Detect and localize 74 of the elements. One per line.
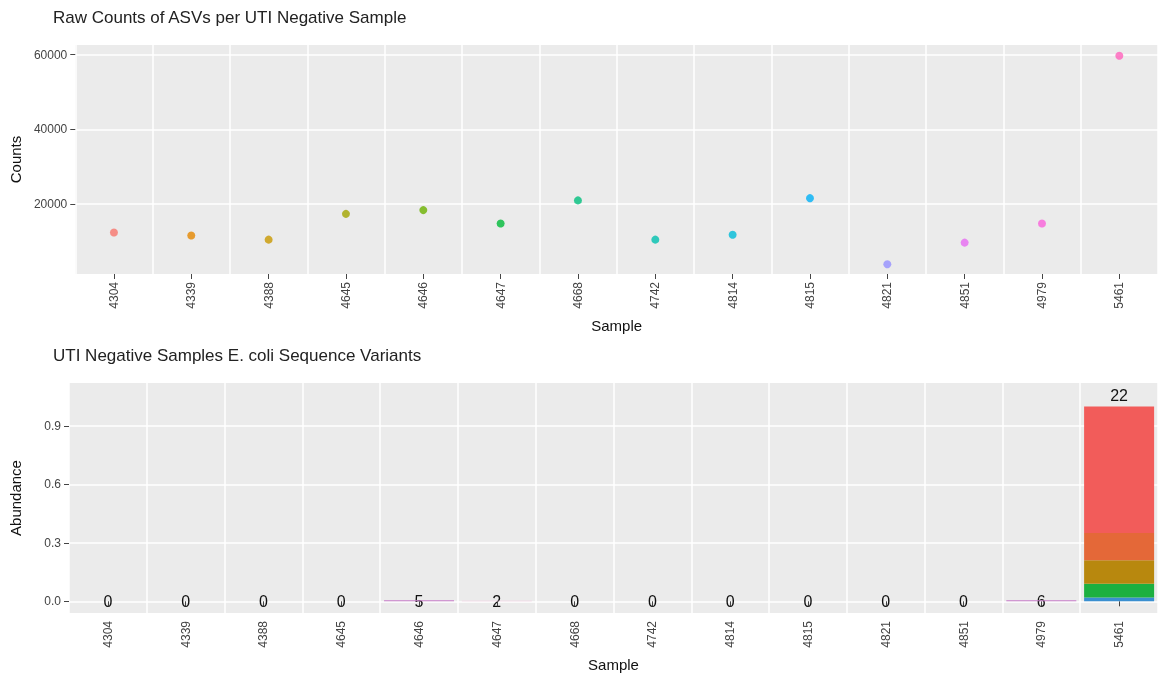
x-tick-label: 4339 — [178, 620, 193, 648]
y-axis-title: Counts — [7, 135, 24, 184]
x-axis-title: Sample — [588, 656, 639, 673]
x-tick-label: 4821 — [878, 620, 893, 648]
annotation: 0 — [336, 592, 346, 610]
x-tick-label: 4851 — [956, 620, 971, 648]
annotation: 2 — [492, 592, 502, 610]
y-axis-title: Abundance — [7, 460, 24, 536]
annotation: 0 — [647, 592, 657, 610]
x-tick-label: 4742 — [648, 281, 663, 309]
y-tick-label: 60000 — [33, 47, 68, 62]
x-tick-label: 4851 — [957, 281, 972, 309]
x-tick-label: 4304 — [100, 620, 115, 648]
annotation: 0 — [881, 592, 891, 610]
chart-title: Raw Counts of ASVs per UTI Negative Sample — [53, 8, 407, 27]
x-tick-label: 4646 — [416, 281, 431, 309]
point — [264, 235, 273, 244]
annotation: 0 — [725, 592, 735, 610]
point — [496, 219, 505, 228]
point — [109, 228, 118, 237]
x-tick-label: 4646 — [412, 620, 427, 648]
annotation: 22 — [1110, 386, 1129, 404]
x-tick-label: 4815 — [800, 620, 815, 648]
point — [960, 238, 969, 247]
x-tick-label: 4645 — [334, 620, 349, 648]
bar — [1084, 560, 1155, 584]
bar — [1084, 583, 1155, 598]
point — [805, 194, 814, 203]
annotation: 0 — [803, 592, 813, 610]
x-tick-label: 4645 — [338, 281, 353, 309]
bar — [1084, 597, 1155, 602]
annotation: 0 — [259, 592, 269, 610]
y-tick-label: 40000 — [33, 122, 68, 137]
y-tick-label: 20000 — [33, 197, 68, 212]
x-tick-label: 4304 — [106, 281, 121, 309]
point — [573, 196, 582, 205]
point — [883, 260, 892, 269]
x-axis-title: Sample — [591, 317, 643, 334]
x-tick-label: 4814 — [725, 281, 740, 309]
x-tick-label: 5461 — [1112, 281, 1127, 309]
annotation: 0 — [103, 592, 113, 610]
x-tick-label: 4339 — [184, 281, 199, 309]
y-tick-label: 0.3 — [44, 535, 62, 550]
point — [728, 230, 737, 239]
x-tick-label: 4815 — [802, 281, 817, 309]
x-tick-label: 4742 — [645, 620, 660, 648]
x-tick-label: 4814 — [723, 620, 738, 648]
y-tick-label: 0.0 — [44, 594, 62, 609]
x-tick-label: 4668 — [567, 620, 582, 648]
annotation: 0 — [181, 592, 191, 610]
point — [1115, 51, 1124, 60]
y-tick-label: 0.9 — [44, 418, 62, 433]
bar — [1084, 533, 1155, 561]
x-tick-label: 5461 — [1112, 620, 1127, 648]
annotation: 5 — [414, 592, 424, 610]
annotation: 0 — [570, 592, 580, 610]
x-tick-label: 4821 — [880, 281, 895, 309]
annotation: 0 — [959, 592, 969, 610]
point — [419, 206, 428, 215]
point — [1038, 219, 1046, 228]
x-tick-label: 4979 — [1034, 620, 1049, 648]
y-tick-label: 0.6 — [44, 477, 62, 492]
point — [651, 235, 660, 244]
x-tick-label: 4647 — [489, 620, 504, 648]
chart-title: UTI Negative Samples E. coli Sequence Variants — [53, 346, 422, 365]
annotation: 6 — [1036, 592, 1046, 610]
bar — [1084, 406, 1155, 534]
x-tick-label: 4979 — [1034, 281, 1049, 309]
x-tick-label: 4388 — [261, 281, 276, 309]
x-tick-label: 4388 — [256, 620, 271, 648]
x-tick-label: 4647 — [493, 281, 508, 309]
point — [187, 231, 196, 240]
point — [341, 209, 350, 218]
x-tick-label: 4668 — [570, 281, 585, 309]
